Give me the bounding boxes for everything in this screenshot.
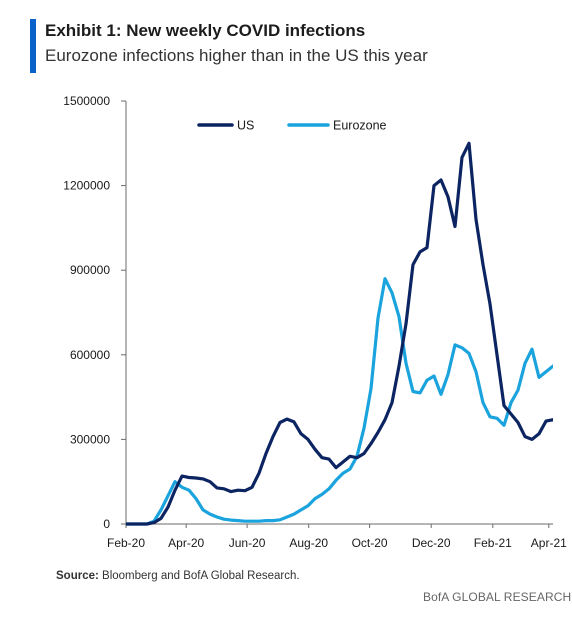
x-tick-label: Apr-21	[531, 536, 567, 550]
legend-label-eurozone: Eurozone	[333, 119, 387, 133]
x-tick-label: Feb-20	[107, 536, 145, 550]
brand-footer: BofA GLOBAL RESEARCH	[423, 590, 572, 604]
source-label: Source:	[56, 570, 99, 582]
series-lines	[126, 141, 553, 526]
chart-title: Exhibit 1: New weekly COVID infections	[45, 21, 366, 40]
y-tick-label: 600000	[70, 348, 110, 362]
y-tick-label: 1500000	[63, 94, 110, 108]
title-accent-bar	[30, 19, 36, 73]
x-tick-label: Dec-20	[412, 536, 451, 550]
legend-label-us: US	[237, 119, 254, 133]
source-text: Bloomberg and BofA Global Research.	[98, 570, 300, 582]
x-axis-ticks: Feb-20 Apr-20 Jun-20 Aug-20 Oct-20 Dec-20 Feb-…	[107, 524, 567, 550]
series-line-eurozone	[126, 277, 553, 526]
axes	[125, 101, 553, 525]
y-axis-ticks: 0 300000 600000 900000 1200000 1500000	[63, 94, 126, 531]
x-tick-label: Jun-20	[229, 536, 266, 550]
y-tick-label: 1200000	[63, 179, 110, 193]
x-tick-label: Apr-20	[168, 536, 204, 550]
x-tick-label: Oct-20	[352, 536, 388, 550]
x-tick-label: Aug-20	[289, 536, 328, 550]
y-tick-label: 300000	[70, 432, 110, 446]
y-tick-label: 0	[103, 517, 110, 531]
source-note: Source: Bloomberg and BofA Global Resear…	[56, 570, 300, 582]
series-line-us	[126, 141, 553, 526]
chart-subtitle: Eurozone infections higher than in the U…	[45, 46, 428, 65]
y-tick-label: 900000	[70, 263, 110, 277]
legend: US Eurozone	[197, 119, 387, 133]
x-tick-label: Feb-21	[474, 536, 512, 550]
